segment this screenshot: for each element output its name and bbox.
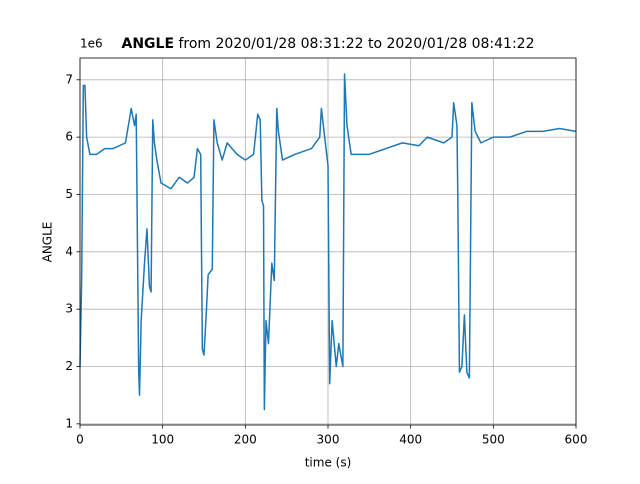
title-rest: from 2020/01/28 08:31:22 to 2020/01/28 0… [178, 36, 534, 52]
x-tick-label: 500 [482, 433, 505, 447]
title-bold: ANGLE [121, 36, 174, 52]
offset-text: 1e6 [80, 37, 103, 51]
y-tick-label: 2 [65, 359, 73, 373]
chart-title: ANGLE from 2020/01/28 08:31:22 to 2020/0… [121, 36, 534, 52]
y-axis-label: ANGLE [41, 222, 55, 263]
x-axis-label: time (s) [305, 456, 352, 470]
y-tick-label: 4 [65, 244, 73, 258]
x-tick-label: 200 [234, 433, 257, 447]
y-tick-label: 6 [65, 130, 73, 144]
x-tick-label: 600 [565, 433, 588, 447]
y-tick-label: 7 [65, 72, 73, 86]
line [79, 73, 577, 411]
x-tick-label: 0 [76, 433, 84, 447]
y-tick-label: 3 [65, 302, 73, 316]
x-tick-label: 300 [317, 433, 340, 447]
y-tick-label: 5 [65, 187, 73, 201]
x-tick-label: 100 [151, 433, 174, 447]
axes-frame [79, 57, 577, 426]
x-tick-label: 400 [399, 433, 422, 447]
y-tick-label: 1 [65, 416, 73, 430]
